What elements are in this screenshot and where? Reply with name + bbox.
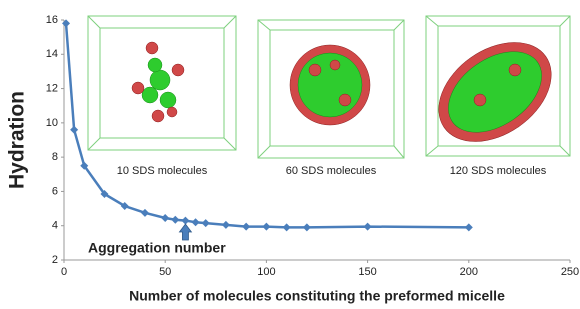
molecule <box>509 64 521 76</box>
x-tick-label: 50 <box>159 266 171 278</box>
y-tick-label: 6 <box>52 185 58 197</box>
y-axis-label: Hydration <box>6 91 29 189</box>
data-point <box>141 209 149 217</box>
molecule <box>150 70 170 90</box>
x-axis-label: Number of molecules constituting the pre… <box>129 288 505 304</box>
molecule <box>146 42 158 54</box>
annotation-arrow <box>179 224 191 240</box>
annotation: Aggregation number <box>88 240 226 256</box>
y-tick-label: 8 <box>52 151 58 163</box>
x-tick-label: 250 <box>561 266 579 278</box>
molecule <box>474 94 486 106</box>
molecule <box>148 58 162 72</box>
inset-3 <box>420 16 570 162</box>
molecule <box>142 87 158 103</box>
data-point <box>242 223 250 231</box>
data-point <box>364 223 372 231</box>
molecule <box>172 64 184 76</box>
data-point <box>161 214 169 222</box>
x-tick-label: 200 <box>460 266 478 278</box>
inset-2 <box>258 20 404 158</box>
inset-caption: 10 SDS molecules <box>117 165 208 177</box>
molecule <box>309 64 321 76</box>
data-point <box>70 126 78 134</box>
data-point <box>465 223 473 231</box>
inset-caption: 60 SDS molecules <box>286 165 377 177</box>
chart: 10 SDS molecules 60 SDS molecules 120 SD… <box>0 0 580 309</box>
y-tick-label: 4 <box>52 220 58 232</box>
x-tick-label: 150 <box>358 266 376 278</box>
molecule <box>167 107 177 117</box>
molecule <box>339 94 351 106</box>
molecule <box>330 60 340 70</box>
x-tick-label: 100 <box>257 266 275 278</box>
data-point <box>62 19 70 27</box>
y-tick-label: 12 <box>46 82 58 94</box>
series-line <box>66 23 469 227</box>
data-point <box>192 218 200 226</box>
data-point <box>171 216 179 224</box>
molecule <box>298 53 362 117</box>
inset-caption: 120 SDS molecules <box>450 165 547 177</box>
y-tick-label: 16 <box>46 14 58 26</box>
x-tick-label: 0 <box>61 266 67 278</box>
molecule <box>132 82 144 94</box>
y-tick-label: 10 <box>46 117 58 129</box>
inset-1 <box>88 16 236 150</box>
molecule <box>152 110 164 122</box>
data-point <box>222 221 230 229</box>
data-point <box>303 223 311 231</box>
y-tick-label: 14 <box>46 48 58 60</box>
data-point <box>283 223 291 231</box>
data-point <box>202 219 210 227</box>
data-point <box>262 223 270 231</box>
molecule <box>160 92 176 108</box>
y-tick-label: 2 <box>52 254 58 266</box>
